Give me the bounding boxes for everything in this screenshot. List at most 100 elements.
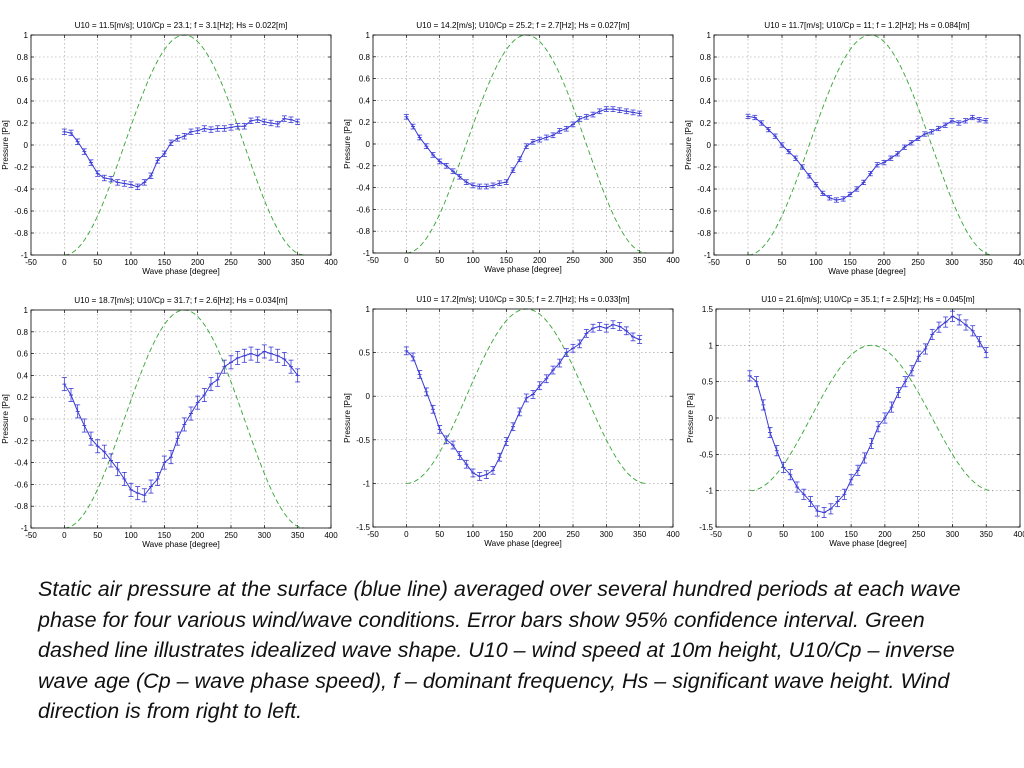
x-tick-label: 0 [62,258,67,267]
chart-panel-3: -50 0 50 100 150 200 250 300 350 400 -1 -0.8 -0.6 -0.… [684,21,1024,276]
plot-area [373,309,673,527]
y-tick-label: 0.8 [17,328,29,337]
x-tick-label: -50 [708,258,720,267]
y-tick-label: -1 [706,487,714,496]
y-axis-label: Pressure [Pa] [343,119,352,169]
chart-title: U10 = 14.2[m/s]; U10/Cp = 25.2; f = 2.7[… [416,21,629,30]
x-tick-label: 50 [435,256,444,265]
x-axis-label: Wave phase [degree] [829,539,907,548]
pressure-line [63,350,299,496]
x-axis-label: Wave phase [degree] [142,267,220,276]
y-tick-label: -0.4 [14,185,28,194]
y-tick-label: 0 [24,415,29,424]
plot-area [31,35,331,255]
x-axis-label: Wave phase [degree] [142,540,220,549]
y-tick-label: 0.6 [17,75,29,84]
x-tick-label: 200 [533,530,547,539]
y-tick-label: 0 [24,141,29,150]
y-tick-label: 0 [707,141,712,150]
x-tick-label: 200 [191,531,205,540]
x-tick-label: 100 [124,258,138,267]
x-tick-label: 100 [809,258,823,267]
plot-area [373,35,673,253]
y-tick-label: 0.6 [700,75,712,84]
y-tick-label: 0.2 [17,393,29,402]
x-tick-label: 400 [666,530,680,539]
y-tick-label: 0.8 [700,53,712,62]
x-tick-label: 350 [291,258,305,267]
y-tick-label: 0.5 [702,378,714,387]
y-tick-label: 1 [709,341,714,350]
chart-title: U10 = 21.6[m/s]; U10/Cp = 35.1; f = 2.5[… [761,295,974,304]
x-tick-label: 50 [93,258,102,267]
y-tick-label: -0.6 [356,205,370,214]
x-tick-label: 400 [324,258,338,267]
chart-title: U10 = 18.7[m/s]; U10/Cp = 31.7; f = 2.6[… [74,296,287,305]
y-axis-label: Pressure [Pa] [686,393,695,443]
y-tick-label: -0.2 [14,437,28,446]
x-tick-label: 400 [666,256,680,265]
y-tick-label: -0.2 [14,163,28,172]
y-tick-label: -0.2 [356,162,370,171]
x-tick-label: 100 [466,256,480,265]
y-tick-label: 0.5 [359,349,371,358]
chart-panel-1: -50 0 50 100 150 200 250 300 350 400 -1 -0.8 -0.6 -0.… [1,21,338,276]
y-tick-label: -1 [363,479,371,488]
chart-panel-2: -50 0 50 100 150 200 250 300 350 400 -1 -0.8 -0.6 -0.… [343,21,680,274]
chart-panel-4: -50 0 50 100 150 200 250 300 350 400 -1 -0.8 -0.6 -0.… [1,296,338,549]
x-tick-label: 400 [324,531,338,540]
x-tick-label: 100 [811,530,825,539]
x-tick-label: 250 [224,258,238,267]
y-tick-label: -1.5 [699,523,713,532]
x-tick-label: 400 [1013,530,1024,539]
x-tick-label: 350 [633,256,647,265]
y-tick-label: 1 [24,306,29,315]
y-tick-label: -0.8 [356,227,370,236]
y-axis-label: Pressure [Pa] [343,393,352,443]
y-tick-label: 1 [24,31,29,40]
x-tick-label: 50 [435,530,444,539]
x-tick-label: 0 [404,530,409,539]
y-tick-label: 0.8 [359,53,371,62]
x-tick-label: 50 [778,258,787,267]
y-tick-label: -0.8 [697,229,711,238]
x-tick-label: 150 [844,530,858,539]
y-axis-label: Pressure [Pa] [684,120,693,170]
x-tick-label: -50 [710,530,722,539]
axis-frame [30,309,332,529]
y-tick-label: -1 [363,249,371,258]
y-axis-label: Pressure [Pa] [1,120,10,170]
chart-panel-6: -50 0 50 100 150 200 250 300 350 400 -1.5 -1 -0.5 0 0.… [686,295,1024,548]
x-tick-label: 150 [843,258,857,267]
x-tick-label: 250 [566,256,580,265]
x-tick-label: -50 [25,258,37,267]
pressure-line [747,115,987,201]
y-tick-label: 0.4 [359,96,371,105]
y-tick-label: -1 [21,251,29,260]
x-tick-label: 250 [911,258,925,267]
x-tick-label: 250 [224,531,238,540]
x-tick-label: 200 [533,256,547,265]
x-tick-label: 400 [1013,258,1024,267]
y-tick-label: -1 [704,251,712,260]
x-tick-label: 200 [878,530,892,539]
x-axis-label: Wave phase [degree] [484,265,562,274]
x-tick-label: 150 [158,258,172,267]
x-tick-label: -50 [25,531,37,540]
x-tick-label: 300 [600,256,614,265]
x-tick-label: 0 [62,531,67,540]
y-tick-label: -0.6 [697,207,711,216]
axis-frame [372,308,674,528]
x-tick-label: 0 [746,258,751,267]
x-tick-label: 250 [912,530,926,539]
x-tick-label: 350 [291,531,305,540]
x-tick-label: 200 [191,258,205,267]
y-tick-label: 1.5 [702,305,714,314]
x-tick-label: 300 [946,530,960,539]
axis-frame [30,34,332,256]
y-tick-label: -0.8 [14,229,28,238]
y-tick-label: 0.6 [359,75,371,84]
y-tick-label: -1.5 [356,523,370,532]
y-tick-label: -0.4 [697,185,711,194]
y-tick-label: 0.6 [17,350,29,359]
